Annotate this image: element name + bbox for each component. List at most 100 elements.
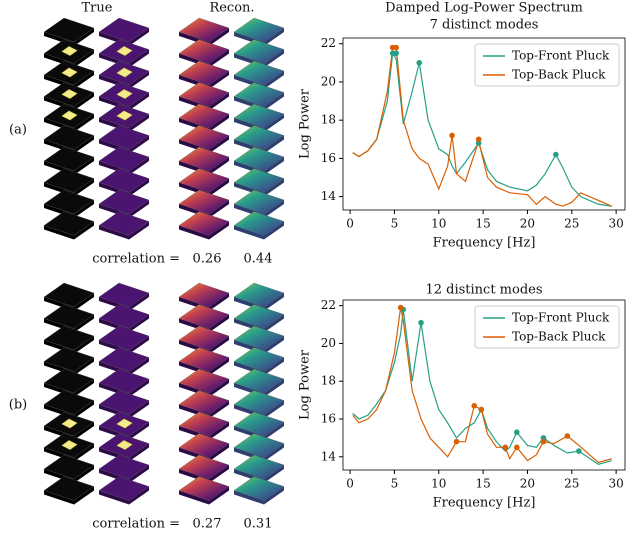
column-header: Recon. bbox=[209, 1, 254, 16]
slice-top bbox=[98, 454, 150, 480]
slice-side bbox=[129, 114, 149, 132]
y-tick-label: 18 bbox=[321, 374, 336, 388]
legend-label: Top-Back Pluck bbox=[512, 68, 606, 82]
peak-marker bbox=[514, 444, 520, 451]
slice-top bbox=[43, 125, 95, 150]
slice-side bbox=[264, 486, 284, 505]
slice-top bbox=[178, 146, 230, 172]
peak-marker bbox=[453, 438, 460, 445]
slice-top bbox=[98, 390, 150, 415]
slice-side bbox=[129, 221, 149, 240]
volume-slice bbox=[43, 189, 95, 218]
peak-marker bbox=[393, 44, 400, 51]
slice-top bbox=[43, 390, 95, 415]
slice-top bbox=[98, 146, 150, 172]
slice-side bbox=[74, 92, 94, 111]
x-tick-label: 20 bbox=[520, 217, 535, 231]
slice-top bbox=[178, 125, 230, 150]
slice-top bbox=[178, 17, 230, 43]
slice-side bbox=[74, 28, 94, 46]
slice-top bbox=[43, 211, 95, 236]
volume-slice bbox=[178, 103, 230, 132]
slice-highlight bbox=[61, 67, 78, 78]
peak-marker bbox=[449, 132, 455, 139]
x-tick-label: 10 bbox=[431, 477, 446, 491]
slice-side bbox=[264, 92, 284, 111]
slice-side bbox=[129, 486, 149, 505]
slice-top bbox=[233, 476, 285, 501]
x-tick-label: 15 bbox=[475, 217, 490, 231]
slice-side bbox=[74, 49, 94, 68]
volume-slice bbox=[178, 476, 230, 505]
slice-top bbox=[178, 368, 230, 394]
volume-slice bbox=[233, 476, 285, 505]
slice-side bbox=[264, 200, 284, 218]
slice-top bbox=[233, 146, 285, 172]
slice-side bbox=[209, 443, 229, 462]
volume-slice bbox=[98, 390, 150, 419]
y-tick-label: 20 bbox=[321, 336, 336, 350]
slice-side bbox=[129, 157, 149, 175]
slice-top bbox=[98, 304, 150, 329]
slice-top bbox=[43, 168, 95, 193]
slice-side bbox=[74, 221, 94, 240]
slice-top bbox=[233, 60, 285, 86]
slice-top bbox=[178, 390, 230, 415]
slice-side bbox=[74, 157, 94, 175]
y-tick-label: 18 bbox=[321, 113, 336, 127]
slice-side bbox=[129, 357, 149, 376]
slice-top bbox=[233, 325, 285, 351]
slice-side bbox=[74, 71, 94, 89]
correlation-label: correlation = bbox=[92, 252, 180, 267]
slice-top bbox=[43, 368, 95, 394]
slice-side bbox=[264, 221, 284, 240]
slice-side bbox=[74, 379, 94, 397]
volume-slice bbox=[98, 82, 150, 111]
volume-slice bbox=[178, 146, 230, 175]
slice-highlight bbox=[116, 67, 133, 78]
y-tick-label: 16 bbox=[321, 412, 336, 426]
volume-slice bbox=[43, 168, 95, 197]
slice-top bbox=[98, 211, 150, 236]
slice-side bbox=[234, 225, 264, 240]
slice-side bbox=[129, 49, 149, 68]
slice-top bbox=[43, 282, 95, 308]
slice-side bbox=[264, 157, 284, 175]
correlation-label: correlation = bbox=[92, 517, 180, 532]
slice-side bbox=[74, 465, 94, 483]
slice-side bbox=[209, 379, 229, 397]
slice-top bbox=[233, 433, 285, 458]
slice-side bbox=[209, 486, 229, 505]
x-axis-label: Frequency [Hz] bbox=[433, 496, 536, 511]
slice-top bbox=[233, 211, 285, 236]
volume-slice bbox=[233, 103, 285, 132]
slice-side bbox=[264, 400, 284, 419]
x-tick-label: 25 bbox=[564, 217, 579, 231]
slice-top bbox=[43, 189, 95, 215]
slice-side bbox=[129, 443, 149, 462]
slice-side bbox=[129, 200, 149, 218]
peak-marker bbox=[393, 50, 400, 57]
volume-slice bbox=[98, 60, 150, 89]
x-tick-label: 5 bbox=[391, 477, 399, 491]
slice-side bbox=[99, 490, 129, 505]
legend-label: Top-Back Pluck bbox=[512, 330, 606, 344]
slice-highlight bbox=[116, 46, 133, 56]
slice-top bbox=[43, 325, 95, 351]
slice-side bbox=[264, 178, 284, 197]
slice-side bbox=[74, 336, 94, 354]
slice-top bbox=[233, 39, 285, 64]
slice-side bbox=[129, 178, 149, 197]
volume-slice bbox=[98, 347, 150, 376]
slice-top bbox=[233, 82, 285, 107]
slice-side bbox=[209, 336, 229, 354]
slice-top bbox=[178, 433, 230, 458]
volume-slice bbox=[98, 476, 150, 505]
slice-side bbox=[234, 490, 264, 505]
slice-top bbox=[178, 103, 230, 129]
slice-side bbox=[264, 314, 284, 333]
slice-side bbox=[44, 490, 74, 505]
slice-side bbox=[74, 178, 94, 197]
slice-highlight bbox=[116, 110, 133, 121]
